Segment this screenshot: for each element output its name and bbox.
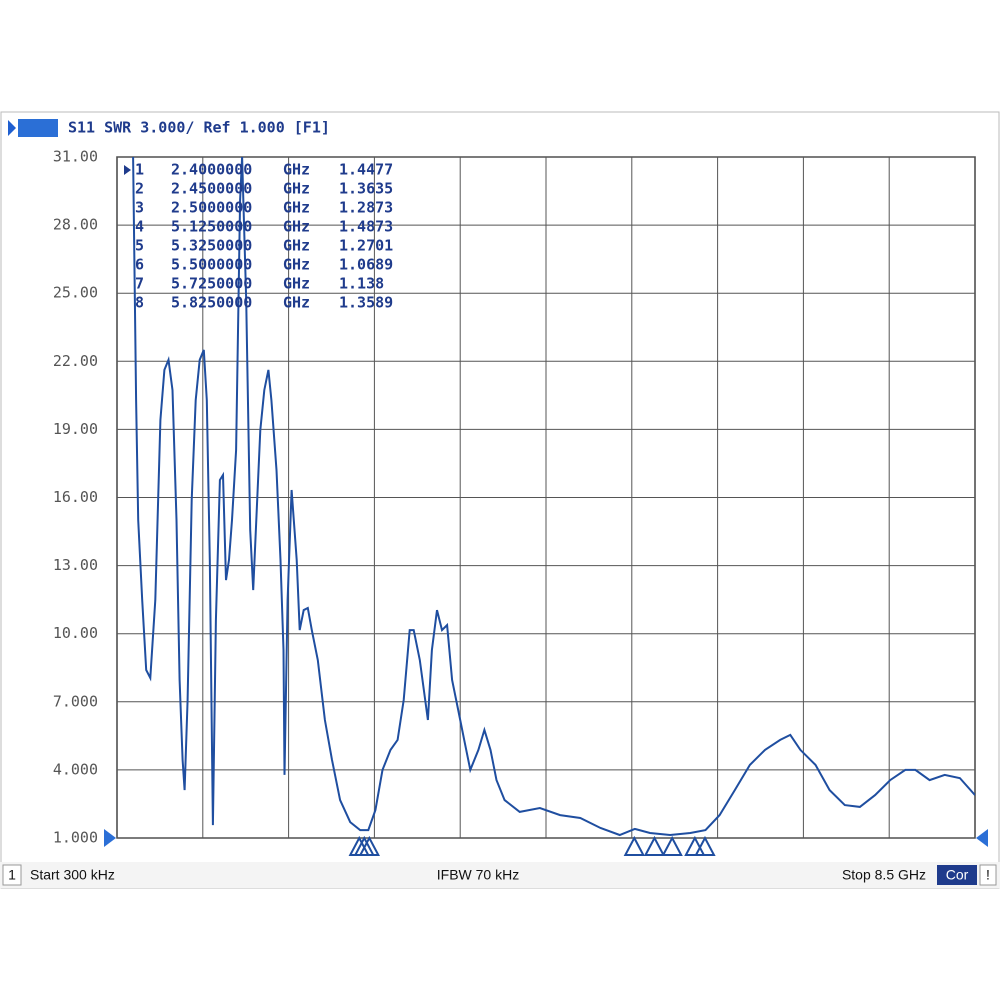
trace-badge (18, 119, 58, 137)
marker-number: 5 (135, 237, 144, 255)
marker-number: 1 (135, 161, 144, 179)
y-tick-label: 4.000 (53, 760, 98, 778)
marker-number: 8 (135, 294, 144, 312)
marker-frequency: 2.4000000 (171, 161, 252, 179)
marker-frequency: 2.4500000 (171, 180, 252, 198)
channel-box (2, 864, 22, 886)
marker-frequency: 5.1250000 (171, 218, 252, 236)
y-tick-label: 7.000 (53, 692, 98, 710)
marker-triangle (358, 835, 380, 856)
trace-indicator (8, 120, 16, 136)
channel-number: 1 (8, 867, 16, 883)
marker-triangle (643, 835, 666, 856)
ifbw: IFBW 70 kHz (437, 867, 519, 883)
active-marker-pointer (124, 165, 131, 175)
marker-number: 6 (135, 256, 144, 274)
y-tick-label: 28.00 (53, 216, 98, 234)
marker-frequency: 5.7250000 (171, 275, 252, 293)
marker-frequency: 5.3250000 (171, 237, 252, 255)
marker-frequency: 5.5000000 (171, 256, 252, 274)
y-tick-label: 13.00 (53, 556, 98, 574)
marker-triangle (694, 835, 716, 856)
trace-line (132, 157, 975, 837)
marker-value: 1.4873 (339, 218, 393, 236)
marker-triangle (623, 835, 645, 856)
marker-unit: GHz (283, 161, 310, 179)
marker-value: 1.4477 (339, 161, 393, 179)
y-tick-label: 16.00 (53, 488, 98, 506)
marker-number: 3 (135, 199, 144, 217)
trace-header: S11 SWR 3.000/ Ref 1.000 [F1] (68, 119, 330, 137)
stop-frequency: Stop 8.5 GHz (842, 867, 926, 883)
marker-unit: GHz (283, 237, 310, 255)
cor-badge (937, 865, 977, 885)
marker-number: 4 (135, 218, 144, 236)
marker-unit: GHz (283, 199, 310, 217)
marker-unit: GHz (283, 256, 310, 274)
marker-value: 1.0689 (339, 256, 393, 274)
marker-unit: GHz (283, 180, 310, 198)
marker-number: 2 (135, 180, 144, 198)
marker-value: 1.2701 (339, 237, 393, 255)
y-tick-label: 10.00 (53, 624, 98, 642)
marker-frequency: 5.8250000 (171, 294, 252, 312)
marker-unit: GHz (283, 275, 310, 293)
right-edge-marker (976, 829, 988, 847)
y-tick-label: 19.00 (53, 420, 98, 438)
marker-value: 1.3589 (339, 294, 393, 312)
status-bar (0, 862, 1000, 888)
marker-value: 1.3635 (339, 180, 393, 198)
marker-unit: GHz (283, 294, 310, 312)
marker-value: 1.138 (339, 275, 384, 293)
marker-number: 7 (135, 275, 144, 293)
y-tick-label: 25.00 (53, 284, 98, 302)
y-tick-label: 31.00 (53, 148, 98, 166)
marker-value: 1.2873 (339, 199, 393, 217)
marker-unit: GHz (283, 218, 310, 236)
marker-frequency: 2.5000000 (171, 199, 252, 217)
start-frequency: Start 300 kHz (30, 867, 115, 883)
reference-marker (104, 829, 116, 847)
y-tick-label: 22.00 (53, 352, 98, 370)
y-tick-label: 1.000 (53, 829, 98, 847)
alert-box (979, 864, 997, 886)
marker-triangle (661, 835, 683, 856)
alert: ! (986, 867, 990, 883)
cor-label: Cor (946, 867, 969, 883)
